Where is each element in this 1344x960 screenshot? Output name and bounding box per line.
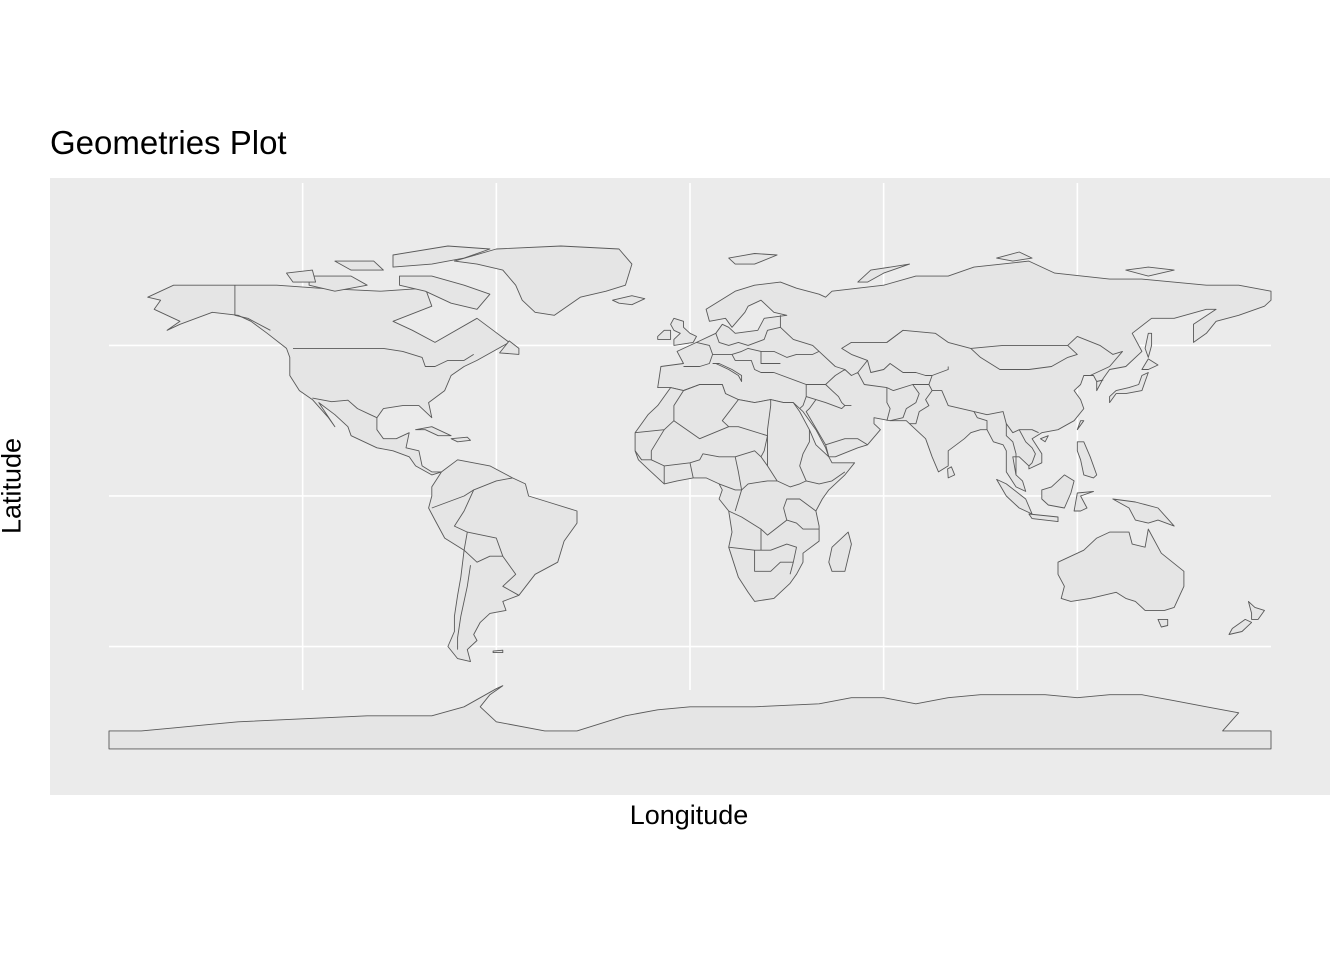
geometry-africa-borders-16 bbox=[673, 384, 700, 421]
geometry-africa-borders-4 bbox=[741, 480, 778, 491]
geometry-arctic-islands bbox=[334, 260, 384, 271]
geometry-asia-borders-15 bbox=[973, 411, 988, 430]
geometry-java bbox=[1028, 513, 1059, 523]
geometry-taiwan bbox=[1076, 420, 1085, 431]
geometry-africa bbox=[634, 384, 856, 602]
geometry-cuba bbox=[415, 426, 452, 437]
geometry-asia-borders-13 bbox=[867, 360, 933, 376]
geometry-asia-borders-2 bbox=[799, 384, 807, 409]
geometry-africa-borders-8 bbox=[786, 519, 820, 530]
geometry-antarctica bbox=[108, 685, 1272, 750]
geometry-europe-borders-6 bbox=[780, 326, 820, 352]
geometry-novaya-zemlya bbox=[857, 263, 910, 283]
geometry-africa-borders-2 bbox=[650, 429, 743, 512]
geometry-svalbard bbox=[728, 253, 778, 265]
geometry-japan bbox=[1109, 372, 1149, 404]
geometry-banks-island bbox=[286, 269, 317, 283]
geometry-greenland bbox=[453, 245, 633, 316]
geometry-sa-borders-5 bbox=[457, 565, 471, 650]
geometry-africa-borders-14 bbox=[689, 462, 694, 478]
geometry-africa-borders-10 bbox=[799, 429, 810, 482]
geometry-tasmania bbox=[1157, 618, 1169, 628]
geometry-madagascar bbox=[828, 531, 852, 572]
chart-title: Geometries Plot bbox=[50, 124, 287, 161]
geometry-severnaya bbox=[996, 251, 1033, 262]
country-geometries bbox=[108, 245, 1272, 750]
geometry-philippines bbox=[1076, 441, 1098, 479]
geometry-sulawesi bbox=[1073, 490, 1094, 512]
geometry-asia-borders-14 bbox=[886, 329, 904, 343]
geometry-asia-borders-12 bbox=[928, 366, 949, 385]
geometry-africa-borders-11 bbox=[760, 435, 768, 467]
geometry-africa-borders-12 bbox=[634, 450, 652, 461]
geometry-sri-lanka bbox=[947, 466, 956, 479]
geometry-africa-borders-1 bbox=[635, 399, 772, 440]
geometry-africa-borders-18 bbox=[735, 450, 762, 458]
geometry-sa-borders-3 bbox=[453, 489, 475, 551]
geometry-nz-north bbox=[1247, 600, 1265, 620]
geometry-north-america bbox=[147, 284, 510, 476]
geometry-europe-borders-2 bbox=[715, 315, 781, 346]
geometry-australia bbox=[1057, 528, 1185, 611]
geometry-sakhalin bbox=[1144, 332, 1153, 358]
geometry-asia-borders-17 bbox=[1018, 429, 1036, 467]
geometry-asia-borders-4 bbox=[825, 384, 846, 406]
x-axis-label: Longitude bbox=[629, 800, 749, 830]
geometry-victoria-island bbox=[308, 275, 368, 292]
geometry-africa-borders-15 bbox=[721, 399, 739, 428]
geometry-mexico-border bbox=[312, 397, 378, 419]
geometry-asia-borders-9 bbox=[909, 390, 933, 425]
geometry-south-america bbox=[428, 459, 578, 663]
geometry-africa-borders-7 bbox=[754, 550, 794, 572]
geometry-borneo bbox=[1041, 474, 1075, 509]
geometry-africa-borders-3 bbox=[767, 435, 846, 488]
geometry-africa-borders-17 bbox=[718, 483, 742, 491]
geometry-asia-borders-6 bbox=[825, 438, 868, 446]
geometry-new-siberian bbox=[1125, 266, 1175, 277]
geometry-sa-borders-4 bbox=[467, 531, 504, 557]
geometry-hokkaido bbox=[1141, 358, 1159, 370]
geometry-asia-borders-16 bbox=[1005, 423, 1017, 475]
geometry-uk bbox=[670, 317, 697, 346]
geometry-europe-borders-1 bbox=[683, 341, 714, 367]
geometry-asia-borders-3 bbox=[806, 396, 852, 410]
geometry-falklands bbox=[492, 649, 504, 654]
geometry-ireland bbox=[657, 329, 672, 340]
geometry-asia-borders-11 bbox=[970, 345, 1078, 370]
geometry-asia-borders-5 bbox=[805, 399, 830, 457]
geometry-sa-borders-2 bbox=[431, 477, 513, 509]
geometry-iceland bbox=[612, 295, 646, 306]
geometry-asia-borders-7 bbox=[886, 387, 891, 421]
geometry-europe-borders-5 bbox=[760, 351, 781, 364]
geometry-newfoundland bbox=[499, 340, 520, 355]
geometry-alaska-border bbox=[234, 285, 271, 331]
geometry-hainan bbox=[1040, 435, 1049, 443]
geometry-ellesmere bbox=[392, 245, 491, 268]
geometry-europe-borders-4 bbox=[731, 354, 774, 373]
geometry-hispaniola bbox=[450, 436, 471, 443]
geometry-nz-south bbox=[1228, 618, 1253, 635]
geometry-baffin bbox=[399, 275, 491, 310]
geometry-asia-borders-8 bbox=[889, 384, 920, 422]
geometry-asia-borders-18 bbox=[1090, 366, 1110, 376]
geometry-korea bbox=[1096, 379, 1104, 382]
geometry-usa-canada-border bbox=[293, 347, 474, 367]
geometry-italy bbox=[712, 363, 743, 382]
geometry-europe-asia bbox=[657, 260, 1272, 492]
geometry-new-guinea bbox=[1112, 498, 1175, 527]
